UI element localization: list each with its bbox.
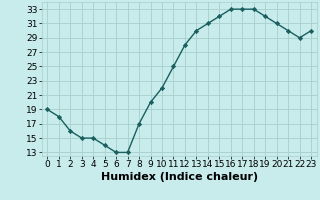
X-axis label: Humidex (Indice chaleur): Humidex (Indice chaleur): [100, 172, 258, 182]
